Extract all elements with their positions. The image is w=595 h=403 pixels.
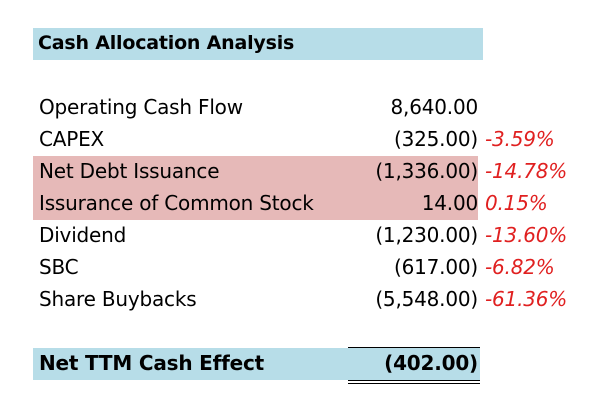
table-row-common-stock[interactable]: Issurance of Common Stock 14.00 0.15% <box>33 188 578 220</box>
row-percent: -61.36% <box>485 287 568 311</box>
row-percent: -3.59% <box>485 127 555 151</box>
row-value: (325.00) <box>394 127 478 151</box>
total-label: Net TTM Cash Effect <box>39 351 264 375</box>
table-row-operating-cash-flow[interactable]: Operating Cash Flow 8,640.00 <box>33 92 578 124</box>
total-top-border <box>348 347 480 348</box>
table-title: Cash Allocation Analysis <box>38 32 295 54</box>
table-row-sbc[interactable]: SBC (617.00) -6.82% <box>33 252 578 284</box>
table-row-capex[interactable]: CAPEX (325.00) -3.59% <box>33 124 578 156</box>
row-value: (1,230.00) <box>375 223 478 247</box>
title-cell[interactable]: Cash Allocation Analysis <box>33 28 483 60</box>
row-label: SBC <box>39 255 79 279</box>
row-percent: -6.82% <box>485 255 555 279</box>
table-row-share-buybacks[interactable]: Share Buybacks (5,548.00) -61.36% <box>33 284 578 316</box>
row-percent: -13.60% <box>485 223 568 247</box>
row-percent: -14.78% <box>485 159 568 183</box>
row-value: (617.00) <box>394 255 478 279</box>
row-label: Issurance of Common Stock <box>39 191 314 215</box>
total-double-underline <box>348 383 480 384</box>
row-highlight <box>33 156 478 188</box>
row-highlight <box>33 188 478 220</box>
total-double-underline <box>348 380 480 381</box>
table-row-net-debt-issuance[interactable]: Net Debt Issuance (1,336.00) -14.78% <box>33 156 578 188</box>
total-value: (402.00) <box>384 351 478 375</box>
row-label: Net Debt Issuance <box>39 159 220 183</box>
total-row[interactable]: Net TTM Cash Effect (402.00) <box>33 348 480 380</box>
row-value: 14.00 <box>421 191 478 215</box>
row-label: Operating Cash Flow <box>39 95 243 119</box>
row-label: Share Buybacks <box>39 287 197 311</box>
row-label: Dividend <box>39 223 127 247</box>
row-value: (5,548.00) <box>375 287 478 311</box>
row-value: 8,640.00 <box>390 95 479 119</box>
row-percent: 0.15% <box>485 191 548 215</box>
row-value: (1,336.00) <box>375 159 478 183</box>
table-row-dividend[interactable]: Dividend (1,230.00) -13.60% <box>33 220 578 252</box>
row-label: CAPEX <box>39 127 105 151</box>
